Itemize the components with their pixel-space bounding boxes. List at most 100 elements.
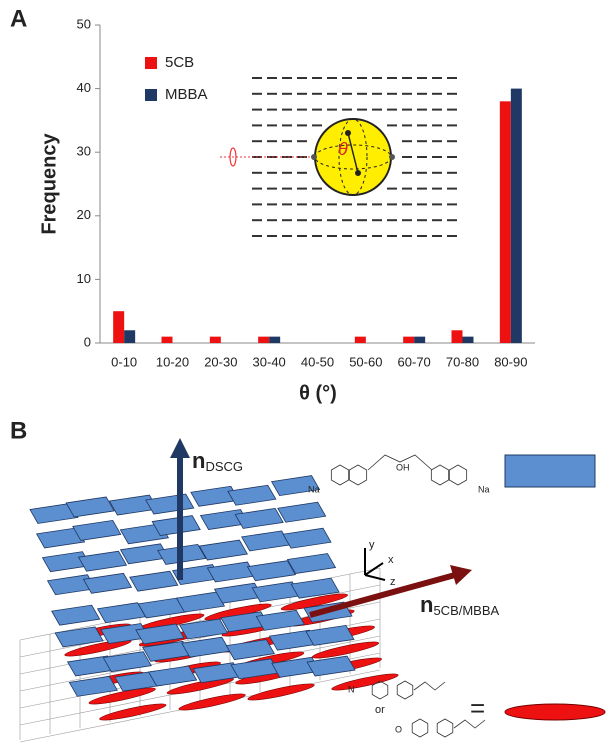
bond [413, 681, 446, 691]
bar [499, 101, 511, 343]
lc-molecule [64, 639, 132, 657]
x-tick-label: 0-10 [111, 354, 137, 369]
panel-label: B [10, 417, 27, 444]
y-tick-label: 10 [77, 271, 91, 286]
x-tick-label: 10-20 [156, 354, 189, 369]
arrow-head [170, 438, 190, 458]
platelet [82, 572, 133, 594]
bar [113, 311, 125, 343]
platelet [270, 475, 321, 497]
bar [414, 336, 426, 343]
x-tick-label: 60-70 [398, 354, 431, 369]
platelet [277, 501, 327, 523]
lc-molecule [331, 673, 399, 691]
arrow-head [450, 565, 472, 585]
bar [451, 330, 463, 343]
ring [396, 680, 414, 700]
legend-swatch [145, 57, 157, 69]
platelet [175, 591, 226, 613]
lc-molecule [280, 593, 348, 611]
axis-label: y [369, 539, 375, 551]
platelet [102, 651, 152, 673]
x-tick-label: 20-30 [204, 354, 237, 369]
inset-label: θ [338, 139, 348, 159]
y-tick-label: 20 [77, 207, 91, 222]
platelet [96, 602, 147, 624]
bar [161, 336, 173, 343]
y-axis-label: Frequency [38, 133, 60, 235]
platelet [145, 493, 195, 515]
platelet [29, 503, 79, 524]
bar [462, 336, 474, 343]
axis [364, 574, 386, 581]
chem-label: Na [308, 484, 320, 494]
bond [367, 454, 433, 471]
platelet [77, 550, 128, 572]
platelet [65, 496, 115, 518]
ring [348, 464, 368, 486]
panel-label: A [10, 5, 27, 32]
y-tick-label: 30 [77, 144, 91, 159]
ring [411, 718, 429, 738]
ring [371, 680, 389, 700]
lc-molecule [99, 703, 167, 721]
platelet [227, 484, 277, 506]
chem-label: N [348, 684, 355, 694]
platelet [290, 577, 340, 599]
axis [364, 562, 384, 576]
ring [436, 718, 454, 738]
platelet [286, 553, 337, 574]
bar [124, 330, 136, 343]
legend-swatch [145, 89, 157, 101]
platelet [255, 609, 305, 631]
axis-label: x [388, 554, 394, 566]
ring [430, 464, 450, 486]
y-tick-label: 50 [77, 16, 91, 31]
platelet [305, 624, 355, 646]
director-label: n5CB/MBBA [420, 592, 500, 619]
x-tick-label: 70-80 [446, 354, 479, 369]
x-axis-label: θ (°) [299, 382, 337, 404]
legend-label: MBBA [165, 86, 208, 103]
platelet [51, 604, 101, 626]
arrow-lc [309, 572, 456, 618]
platelet [178, 618, 229, 640]
platelet [72, 519, 122, 541]
lc-molecule [166, 677, 234, 695]
platelet [54, 626, 104, 648]
platelet [198, 539, 249, 561]
bar [403, 336, 415, 343]
x-tick-label: 40-50 [301, 354, 334, 369]
platelet [129, 570, 179, 592]
platelet [151, 515, 201, 536]
legend-label: 5CB [165, 54, 194, 71]
platelet [234, 507, 284, 529]
platelet [135, 623, 185, 645]
x-tick-label: 30-40 [253, 354, 286, 369]
lc-molecule [311, 641, 380, 659]
molecule-symbol [504, 703, 606, 721]
x-tick-label: 50-60 [349, 354, 382, 369]
chem-label: OH [396, 462, 410, 472]
ring [330, 464, 350, 486]
ring [448, 464, 468, 486]
or-label: or [375, 704, 385, 716]
inset-particle: θ [220, 118, 395, 196]
equals: = [470, 693, 485, 723]
platelet-symbol [504, 454, 596, 488]
chem-label: Na [478, 484, 490, 494]
platelet [206, 561, 257, 583]
platelet [148, 665, 198, 687]
x-tick-label: 80-90 [494, 354, 527, 369]
bar [258, 336, 270, 343]
platelet [282, 527, 332, 549]
axis-label: z [390, 576, 396, 588]
platelet [68, 675, 118, 697]
bar [209, 336, 221, 343]
y-tick-label: 0 [84, 334, 91, 349]
chem-label: O [395, 724, 402, 734]
director-label: nDSCG [192, 448, 243, 475]
lc-molecule [178, 693, 246, 711]
